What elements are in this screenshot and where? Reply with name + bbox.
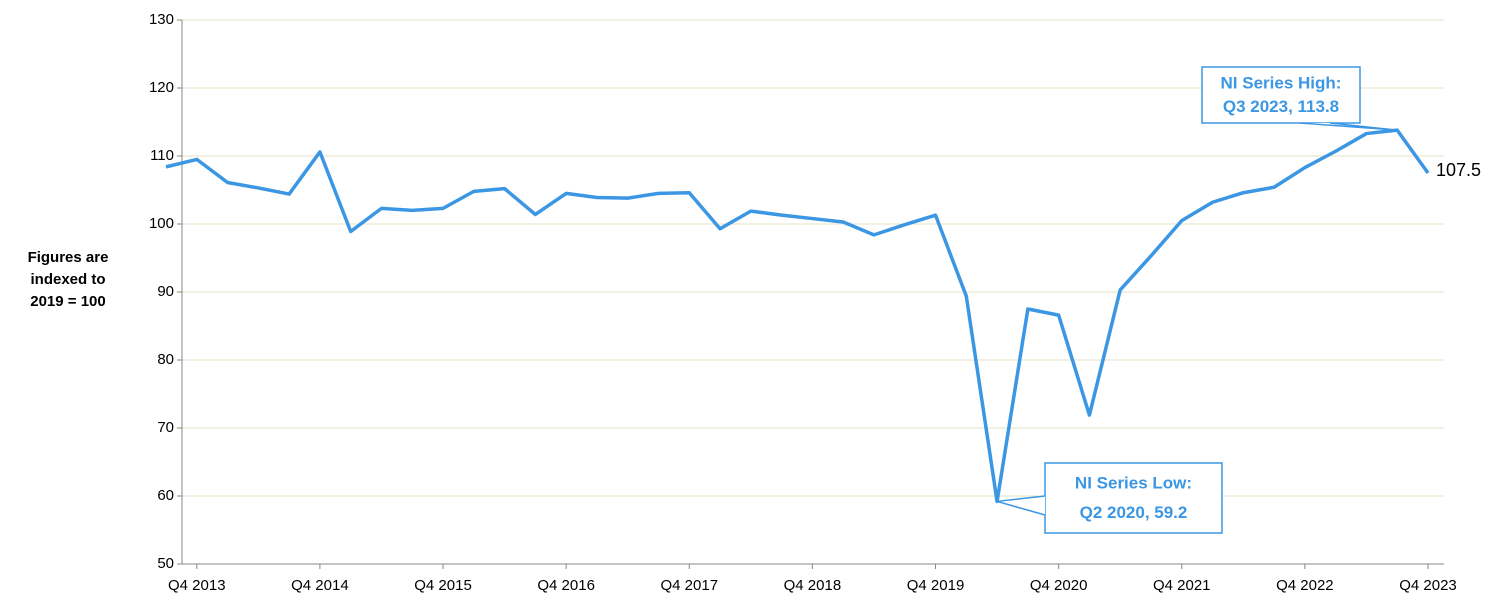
x-tick-label: Q4 2021 (1153, 577, 1211, 594)
x-tick-label: Q4 2023 (1399, 577, 1457, 594)
y-tick-label: 60 (157, 487, 174, 504)
x-tick-label: Q4 2017 (660, 577, 718, 594)
data-label: 107.5 (1436, 160, 1481, 180)
y-tick-label: 80 (157, 351, 174, 368)
y-tick-label: 110 (150, 147, 174, 164)
series-line (165, 128, 1430, 504)
callout-pointer (1299, 122, 1398, 131)
x-tick-label: Q4 2013 (168, 577, 226, 594)
x-tick-label: Q4 2019 (907, 577, 965, 594)
y-tick-label: 130 (149, 11, 174, 28)
y-tick-label: 120 (149, 79, 174, 96)
y-tick-label: 70 (157, 419, 174, 436)
y-tick-label: 50 (157, 555, 174, 572)
x-tick-label: Q4 2020 (1030, 577, 1088, 594)
y-axis-label: 2019 = 100 (30, 293, 106, 310)
x-tick-label: Q4 2014 (291, 577, 349, 594)
annotation: Q2 2020, 59.2 (1080, 503, 1188, 522)
y-tick-label: 100 (149, 215, 174, 232)
x-tick-label: Q4 2016 (537, 577, 595, 594)
annotation: Q3 2023, 113.8 (1223, 97, 1339, 116)
callout-box (1201, 66, 1361, 124)
y-axis-label: Figures are (28, 249, 109, 266)
x-tick-label: Q4 2018 (784, 577, 842, 594)
callout-pointer (996, 495, 1046, 516)
y-axis-label: indexed to (30, 271, 105, 288)
y-tick-label: 90 (157, 283, 174, 300)
x-tick-label: Q4 2015 (414, 577, 472, 594)
x-tick-label: Q4 2022 (1276, 577, 1334, 594)
annotation: NI Series High: (1221, 73, 1342, 92)
annotation: NI Series Low: (1075, 473, 1192, 492)
